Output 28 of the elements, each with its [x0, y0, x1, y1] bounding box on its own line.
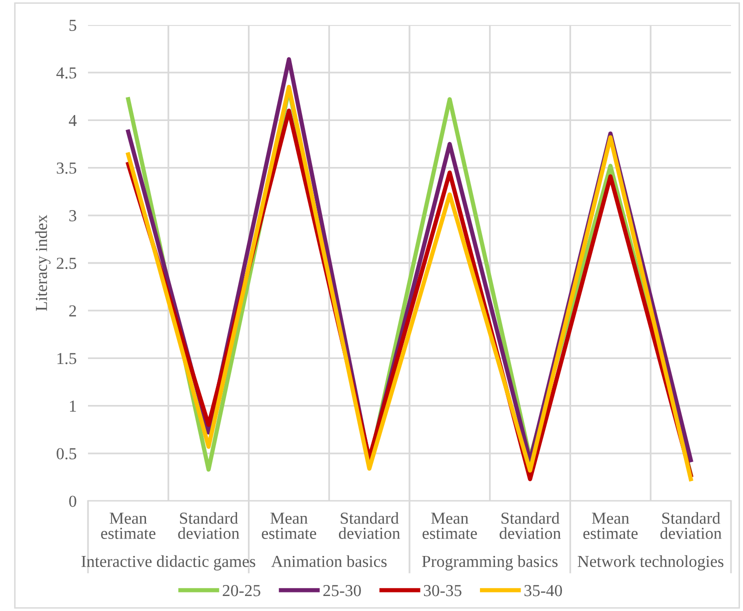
- legend-label: 35-40: [524, 584, 562, 596]
- y-axis-title: Literacy index: [35, 214, 50, 311]
- y-tick-label: 2: [69, 305, 76, 316]
- y-tick-label: 2.5: [56, 258, 76, 270]
- text: Programming basics: [422, 555, 558, 570]
- y-tick-label: 3: [69, 210, 76, 222]
- y-tick-label: 0: [69, 496, 76, 507]
- x-tick-label: Mean estimate: [583, 512, 638, 539]
- text: Interactive didactic games: [82, 555, 256, 570]
- legend-label: 30-35: [424, 584, 462, 596]
- x-tick-label: Mean estimate: [262, 512, 316, 539]
- x-tick-label: Standard deviation: [338, 512, 400, 539]
- x-tick-label: Mean estimate: [422, 512, 477, 539]
- text: Animation basics: [271, 555, 387, 568]
- x-tick-label: Mean estimate: [101, 512, 156, 539]
- y-tick-label: 0.5: [56, 448, 76, 460]
- y-tick-label: 3.5: [56, 162, 76, 174]
- legend-label: 20-25: [222, 584, 260, 596]
- y-tick-label: 4: [68, 115, 77, 126]
- y-tick-label: 1: [70, 400, 76, 412]
- text: Network technologies: [578, 555, 724, 570]
- legend-label: 25-30: [323, 584, 361, 596]
- y-tick-label: 1.5: [58, 352, 76, 364]
- x-tick-label: Standard deviation: [500, 512, 561, 539]
- y-tick-label: 4.5: [56, 67, 76, 79]
- x-tick-label: Standard deviation: [660, 512, 722, 539]
- y-tick-label: 5: [70, 20, 76, 31]
- x-tick-label: Standard deviation: [178, 512, 240, 539]
